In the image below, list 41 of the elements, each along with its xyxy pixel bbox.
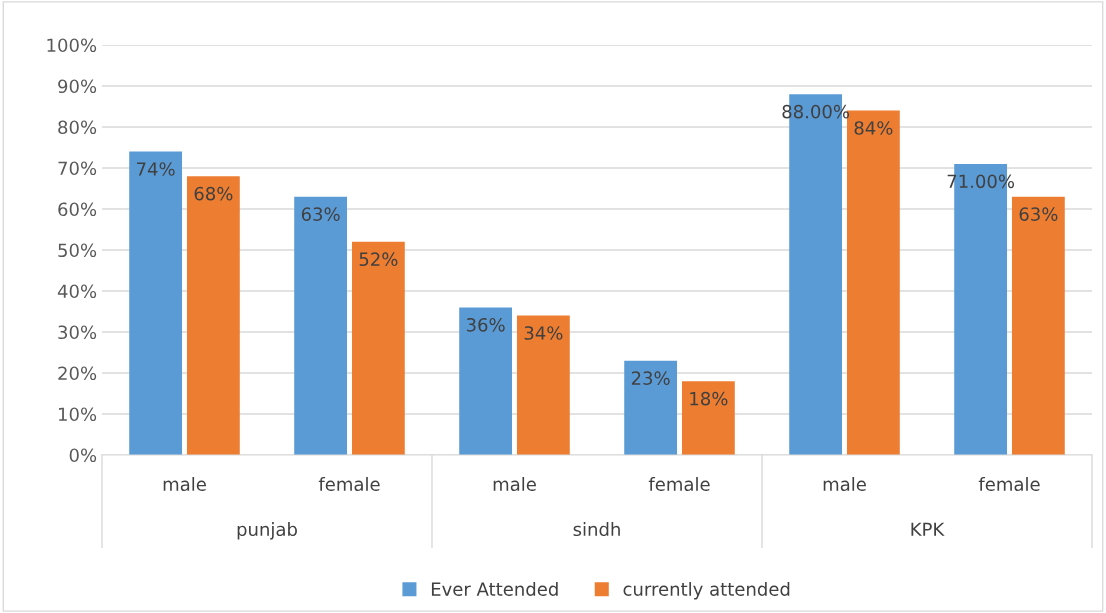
bar [351,241,405,455]
bar [129,151,183,455]
text: punjab [237,522,297,540]
bar [624,360,678,455]
x-tick-label: male [823,477,866,491]
bar [459,307,513,455]
y-tick-label: 100% [47,38,97,53]
text: KPK [911,522,945,536]
y-tick-label: 80% [58,120,97,135]
y-tick-label: 50% [58,243,97,258]
x-tick-label: male [163,477,206,491]
bar [294,196,348,455]
data-label: 63% [1019,207,1058,221]
data-label: 52% [359,252,398,267]
y-tick-label: 10% [58,407,97,422]
x-tick-label: male [493,477,536,491]
y-tick-label: 90% [58,79,97,94]
data-label: 23% [631,371,670,385]
x-tick-label: female [978,477,1040,491]
data-label: 36% [466,317,505,332]
data-label: 68% [194,186,233,201]
x-tick-label: female [648,477,710,491]
y-tick-label: 40% [57,284,97,299]
bar [516,315,570,455]
x-tick-label: female [318,477,380,491]
y-tick-label: 70% [58,161,97,176]
data-label: 84% [854,121,893,135]
legend-label: Ever Attended [431,581,558,596]
y-tick-label: 20% [58,366,97,381]
data-label: 63% [301,207,340,221]
bar [186,176,240,455]
y-tick-label: 0% [69,448,97,463]
y-tick-label: 60% [58,202,97,217]
bar [1011,196,1065,455]
data-label: 74% [137,162,175,176]
data-label: 18% [690,391,728,406]
legend-label: currently attended [623,581,790,600]
data-label: 34% [524,326,563,340]
bar [681,381,735,455]
text: sindh [573,522,620,537]
y-tick-label: 30% [58,325,97,340]
